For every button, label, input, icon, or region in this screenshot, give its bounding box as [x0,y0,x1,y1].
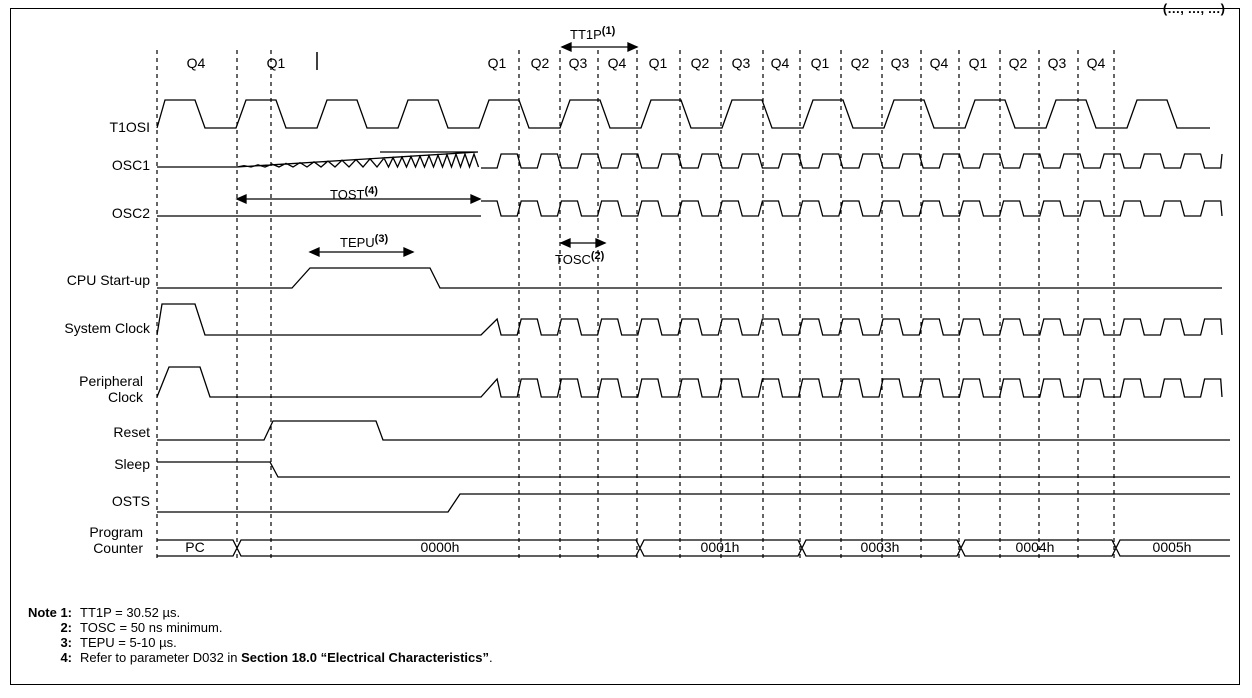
waveform-t1osi [156,99,1210,129]
waveform-osc1-startup [236,151,480,169]
diagram-frame: (…, …, …) [10,1,1240,685]
pc-value: PC [185,539,204,555]
label-peripheral-clock-1: Peripheral [79,373,143,389]
pc-value: 0003h [861,539,900,555]
q-label: Q2 [531,55,550,71]
waveform-sleep [157,461,1230,478]
label-reset: Reset [113,424,150,440]
notes-section: Note 1: TT1P = 30.52 µs. 2: TOSC = 50 ns… [20,605,493,665]
header-fragment: (…, …, …) [1162,1,1225,16]
pc-value: 0000h [421,539,460,555]
label-osts: OSTS [112,493,150,509]
waveform-system-clock [156,303,1223,336]
q-label: Q1 [969,55,988,71]
q-label: Q3 [732,55,751,71]
note-2: 2: TOSC = 50 ns minimum. [60,620,223,635]
waveform-cpu-startup [157,267,1222,289]
q-label: Q4 [1087,55,1106,71]
vertical-grid [156,50,1115,560]
label-osc1: OSC1 [112,157,150,173]
waveform-osc2 [157,200,1223,217]
q-label: Q1 [267,55,286,71]
waveform-osts [157,493,1230,513]
q-label: Q2 [851,55,870,71]
waveform-osc1 [157,153,1223,169]
q-label: Q3 [569,55,588,71]
note-4: 4: Refer to parameter D032 in Section 18… [60,650,493,665]
q-label: Q2 [1009,55,1028,71]
q-label: Q1 [649,55,668,71]
tepu-label: TEPU(3) [340,233,388,250]
q-labels: Q4 Q1 Q1 Q2 Q3 Q4 Q1 Q2 Q3 Q4 Q1 Q2 Q3 Q4 Q1 Q2 Q3 Q4 [187,55,1106,71]
q-label: Q3 [891,55,910,71]
label-program-counter-1: Program [89,524,143,540]
note-1: Note 1: TT1P = 30.52 µs. [27,605,181,620]
q-label: Q4 [930,55,949,71]
label-sleep: Sleep [114,456,150,472]
q-label: Q1 [811,55,830,71]
q-label: Q2 [691,55,710,71]
tosc-label: TOSC(2) [555,250,605,267]
pc-value: 0004h [1016,539,1055,555]
waveform-program-counter [157,539,1230,557]
tt1p-label: TT1P(1) [570,25,616,42]
label-cpu-startup: CPU Start-up [67,272,150,288]
label-system-clock: System Clock [64,320,151,336]
label-osc2: OSC2 [112,205,150,221]
q-label: Q3 [1048,55,1067,71]
q-label: Q4 [771,55,790,71]
label-peripheral-clock-2: Clock [108,389,144,405]
waveform-peripheral-clock [156,366,1223,398]
pc-value: 0005h [1153,539,1192,555]
waveform-reset [157,420,1230,441]
q-label: Q1 [488,55,507,71]
q-label: Q4 [187,55,206,71]
label-program-counter-2: Counter [93,540,143,556]
tost-label: TOST(4) [330,185,378,202]
label-t1osi: T1OSI [110,119,150,135]
note-3: 3: TEPU = 5-10 µs. [60,635,177,650]
q-label: Q4 [608,55,627,71]
pc-value: 0001h [701,539,740,555]
